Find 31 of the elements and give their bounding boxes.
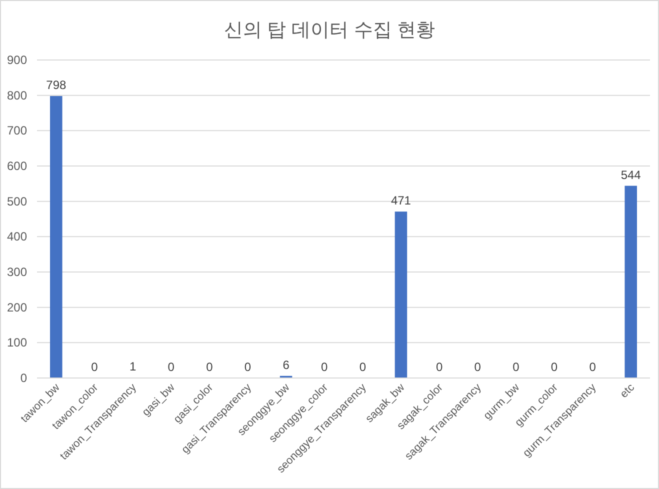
data-label: 0 xyxy=(474,360,482,374)
y-tick-label: 600 xyxy=(6,159,28,173)
data-label: 0 xyxy=(321,360,328,374)
bar xyxy=(394,212,408,378)
y-tick-label: 200 xyxy=(6,300,28,314)
data-label: 471 xyxy=(390,194,412,208)
data-label: 0 xyxy=(512,360,520,374)
y-tick-label: 400 xyxy=(6,230,28,244)
data-label: 0 xyxy=(550,360,558,374)
y-tick-label: 300 xyxy=(6,265,28,279)
data-label: 0 xyxy=(436,360,443,374)
y-tick-label: 900 xyxy=(6,53,28,67)
y-tick-label: 700 xyxy=(6,124,28,138)
bar xyxy=(624,186,637,378)
bar xyxy=(50,96,62,378)
y-tick-label: 0 xyxy=(20,371,28,385)
data-label: 544 xyxy=(620,168,642,182)
x-tick-label: etc xyxy=(618,381,638,401)
data-label: 0 xyxy=(206,360,214,374)
data-label: 0 xyxy=(91,360,98,374)
y-tick-label: 800 xyxy=(6,88,28,102)
data-label: 1 xyxy=(129,360,136,374)
data-label: 798 xyxy=(46,78,66,92)
data-label: 0 xyxy=(359,360,366,374)
y-tick-label: 100 xyxy=(6,336,28,350)
y-tick-label: 500 xyxy=(6,194,28,208)
chart-title: 신의 탑 데이터 수집 현황 xyxy=(224,20,436,41)
data-label: 0 xyxy=(589,360,596,374)
data-label: 0 xyxy=(244,360,252,374)
data-label: 0 xyxy=(168,360,175,374)
data-label: 6 xyxy=(282,358,290,372)
